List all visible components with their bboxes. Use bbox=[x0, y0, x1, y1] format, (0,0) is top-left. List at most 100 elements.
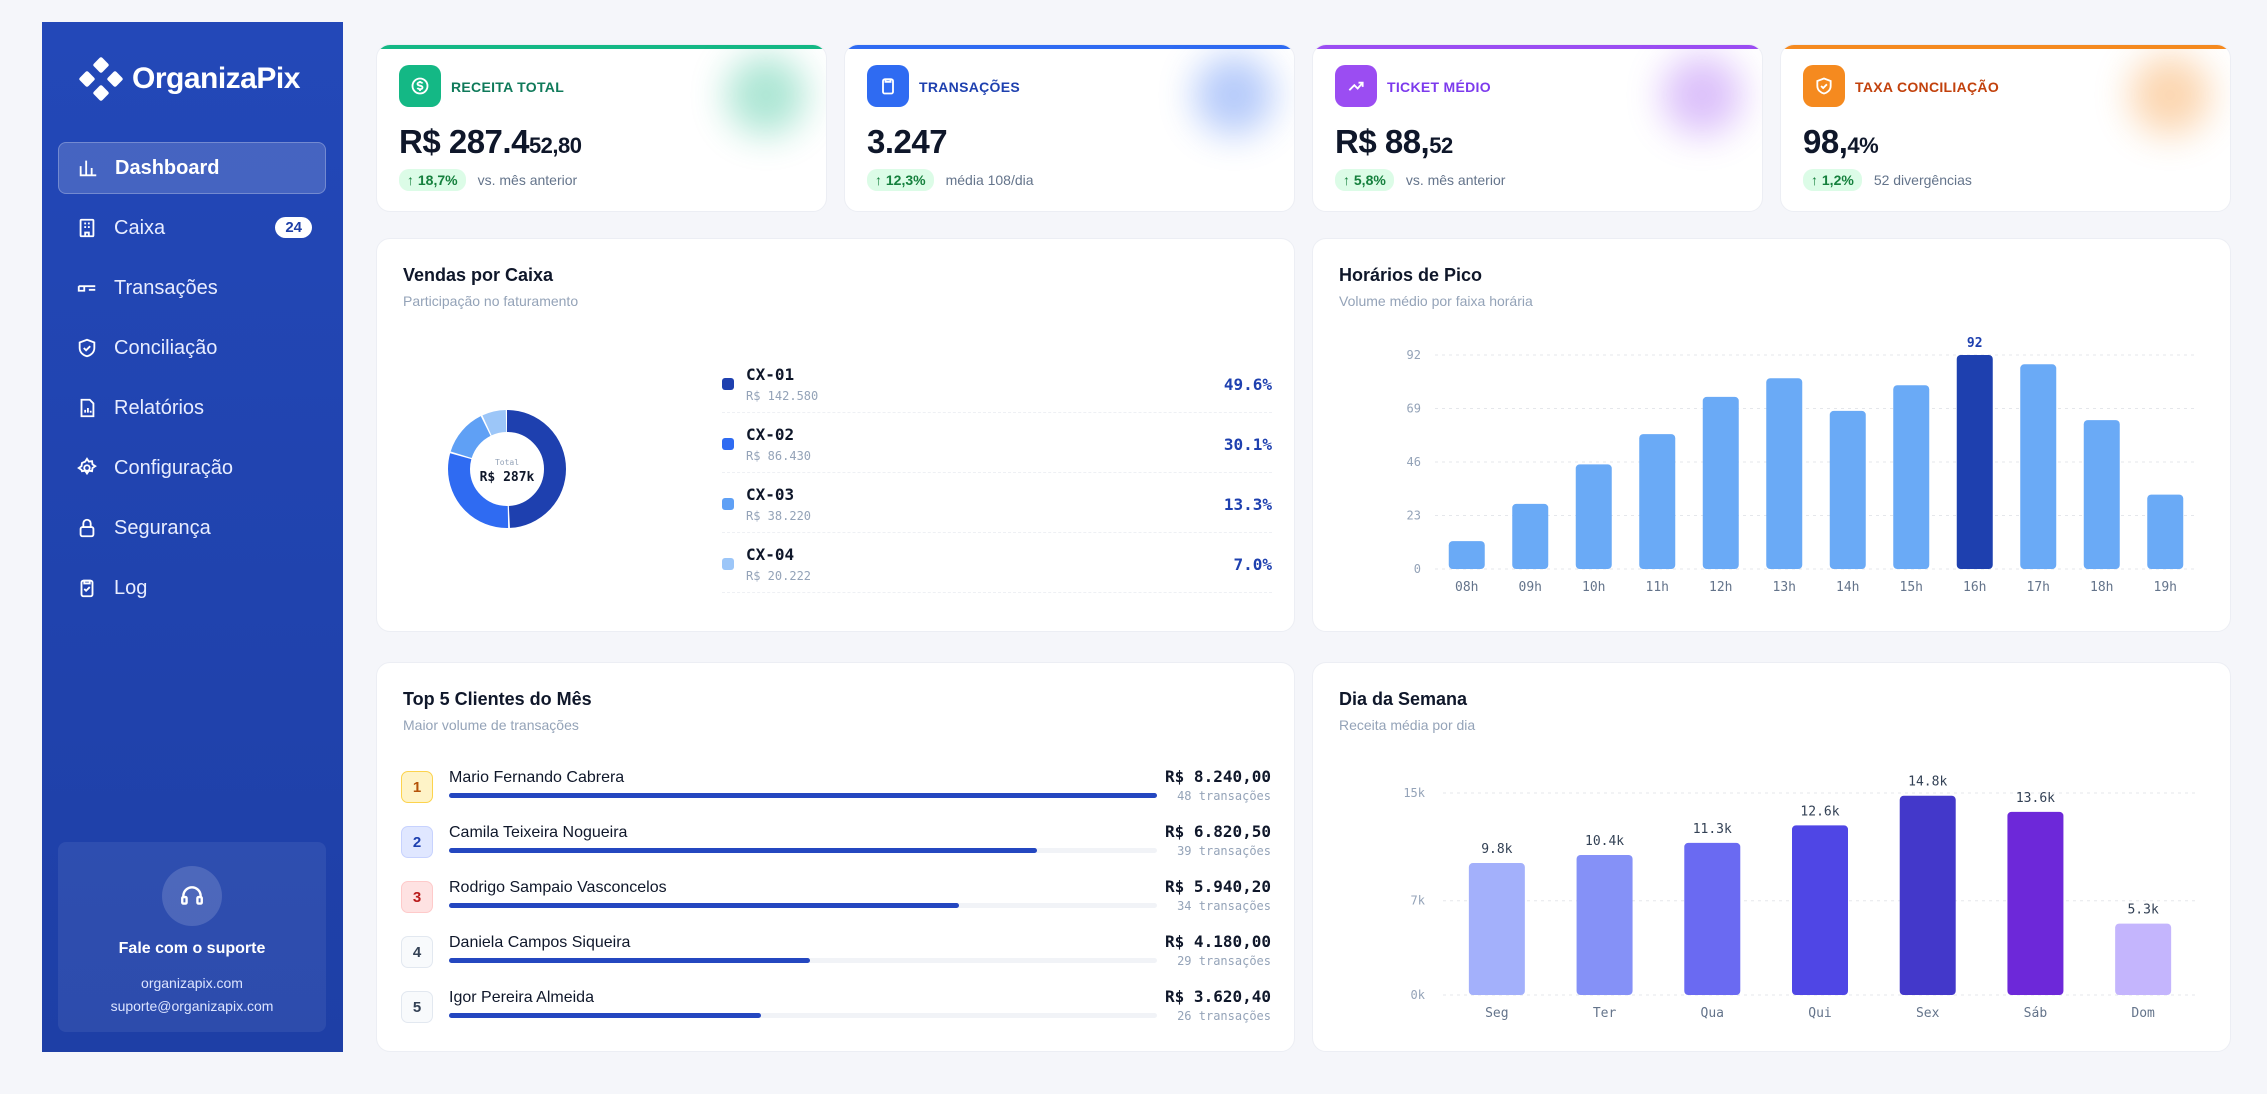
kpi-note: vs. mês anterior bbox=[1405, 172, 1506, 188]
brand[interactable]: OrganizaPix bbox=[78, 54, 300, 104]
support-card[interactable]: Fale com o suporte organizapix.com supor… bbox=[58, 842, 326, 1032]
rank-badge: 4 bbox=[401, 936, 433, 968]
bar-Seg[interactable] bbox=[1468, 863, 1525, 995]
y-tick-label: 92 bbox=[1407, 348, 1421, 362]
legend-row[interactable]: CX-02 R$ 86.430 30.1% bbox=[722, 413, 1272, 473]
bar-Ter[interactable] bbox=[1576, 854, 1633, 995]
bar-15h[interactable] bbox=[1893, 385, 1930, 569]
y-tick-label: 69 bbox=[1407, 402, 1421, 416]
bar-Dom[interactable] bbox=[2115, 923, 2172, 995]
client-name: Daniela Campos Siqueira bbox=[449, 934, 631, 951]
legend-row[interactable]: CX-03 R$ 38.220 13.3% bbox=[722, 473, 1272, 533]
x-tick-label: Qui bbox=[1808, 1006, 1831, 1021]
bar-Sáb[interactable] bbox=[2007, 811, 2064, 995]
sidebar-item-configuracao[interactable]: Configuração bbox=[58, 442, 326, 494]
dollar-icon bbox=[399, 65, 441, 107]
bar-13h[interactable] bbox=[1766, 378, 1803, 569]
client-row[interactable]: 5 Igor Pereira Almeida R$ 3.620,40 26 trans… bbox=[401, 987, 1271, 1037]
app-root: OrganizaPix Dashboard Caixa 24 Transaçõe… bbox=[42, 22, 2242, 1052]
client-name: Igor Pereira Almeida bbox=[449, 989, 594, 1006]
kpi-note: 52 divergências bbox=[1873, 172, 1972, 188]
bar-value-label: 13.6k bbox=[2016, 791, 2055, 806]
client-row[interactable]: 4 Daniela Campos Siqueira R$ 4.180,00 29 tr… bbox=[401, 932, 1271, 982]
x-tick-label: Seg bbox=[1485, 1006, 1508, 1021]
client-progress-fill bbox=[449, 848, 1037, 853]
kpi-delta: ↑ 1,2% bbox=[1803, 169, 1862, 191]
bar-value-label: 14.8k bbox=[1908, 775, 1947, 790]
kpi-delta: ↑ 5,8% bbox=[1335, 169, 1394, 191]
sidebar-item-caixa[interactable]: Caixa 24 bbox=[58, 202, 326, 254]
x-tick-label: 14h bbox=[1836, 580, 1859, 595]
legend-swatch bbox=[722, 438, 734, 450]
panel-subtitle: Volume médio por faixa horária bbox=[1339, 293, 1533, 309]
bar-09h[interactable] bbox=[1512, 503, 1549, 569]
bar-19h[interactable] bbox=[2147, 494, 2184, 569]
legend-row[interactable]: CX-01 R$ 142.580 49.6% bbox=[722, 353, 1272, 413]
sidebar-item-relatorios[interactable]: Relatórios bbox=[58, 382, 326, 434]
panel-top-clientes: Top 5 Clientes do Mês Maior volume de tr… bbox=[376, 662, 1295, 1052]
bar-16h[interactable] bbox=[1956, 355, 1993, 569]
bar-08h[interactable] bbox=[1448, 541, 1485, 569]
sidebar-item-transacoes[interactable]: Transações bbox=[58, 262, 326, 314]
bar-18h[interactable] bbox=[2083, 420, 2120, 569]
donut-slice-cx-02[interactable] bbox=[448, 410, 566, 528]
donut-slice-cx-01[interactable] bbox=[448, 410, 566, 528]
client-progress-track bbox=[449, 793, 1157, 798]
sidebar: OrganizaPix Dashboard Caixa 24 Transaçõe… bbox=[42, 22, 343, 1052]
gear-icon bbox=[77, 457, 97, 476]
bar-chart-icon bbox=[79, 160, 97, 177]
kpi-label: TRANSAÇÕES bbox=[919, 79, 1021, 95]
client-row[interactable]: 1 Mario Fernando Cabrera R$ 8.240,00 48 tra… bbox=[401, 767, 1271, 817]
client-row[interactable]: 3 Rodrigo Sampaio Vasconcelos R$ 5.940,20 3… bbox=[401, 877, 1271, 927]
report-icon bbox=[80, 398, 95, 418]
client-amount: R$ 4.180,00 bbox=[1165, 932, 1271, 951]
panel-vendas-por-caixa: Vendas por Caixa Participação no faturam… bbox=[376, 238, 1295, 632]
sidebar-nav: Dashboard Caixa 24 Transações Conciliaçã… bbox=[58, 142, 326, 622]
donut-chart: Total R$ 287k bbox=[448, 410, 566, 528]
headset-icon bbox=[162, 866, 222, 926]
sidebar-item-dashboard[interactable]: Dashboard bbox=[58, 142, 326, 194]
support-title: Fale com o suporte bbox=[118, 940, 266, 957]
rank-badge: 3 bbox=[401, 881, 433, 913]
y-tick-label: 46 bbox=[1407, 455, 1421, 469]
trending-up-icon bbox=[1335, 65, 1377, 107]
bar-value-label: 92 bbox=[1967, 336, 1983, 351]
sidebar-item-log[interactable]: Log bbox=[58, 562, 326, 614]
rank-badge: 2 bbox=[401, 826, 433, 858]
panel-title: Top 5 Clientes do Mês bbox=[403, 689, 592, 709]
client-amount: R$ 8.240,00 bbox=[1165, 767, 1271, 786]
sidebar-item-label: Log bbox=[114, 576, 148, 599]
bar-value-label: 11.3k bbox=[1693, 822, 1732, 837]
client-name: Rodrigo Sampaio Vasconcelos bbox=[449, 879, 667, 896]
legend-percent: 30.1% bbox=[1223, 435, 1272, 454]
support-email[interactable]: suporte@organizapix.com bbox=[110, 998, 274, 1014]
legend-name: CX-03 bbox=[746, 485, 795, 504]
client-transactions: 48 transações bbox=[1177, 789, 1271, 803]
client-progress-track bbox=[449, 1013, 1157, 1018]
y-tick-label: 7k bbox=[1411, 894, 1426, 908]
bar-value-label: 5.3k bbox=[2127, 903, 2158, 918]
sidebar-item-seguranca[interactable]: Segurança bbox=[58, 502, 326, 554]
x-tick-label: 18h bbox=[2090, 580, 2113, 595]
legend-swatch bbox=[722, 558, 734, 570]
bar-11h[interactable] bbox=[1639, 434, 1676, 569]
x-tick-label: 19h bbox=[2154, 580, 2177, 595]
x-tick-label: Qua bbox=[1701, 1006, 1724, 1021]
kpi-value: R$ 88,52 bbox=[1335, 123, 1453, 160]
bar-Sex[interactable] bbox=[1899, 795, 1956, 995]
legend-row[interactable]: CX-04 R$ 20.222 7.0% bbox=[722, 533, 1272, 593]
kpi-label: TAXA CONCILIAÇÃO bbox=[1855, 79, 2000, 95]
client-row[interactable]: 2 Camila Teixeira Nogueira R$ 6.820,50 39 t… bbox=[401, 822, 1271, 872]
bar-Qui[interactable] bbox=[1792, 825, 1848, 995]
bar-12h[interactable] bbox=[1702, 396, 1739, 569]
x-tick-label: 11h bbox=[1646, 580, 1669, 595]
bar-14h[interactable] bbox=[1829, 410, 1866, 569]
bar-value-label: 12.6k bbox=[1800, 804, 1839, 819]
bar-17h[interactable] bbox=[2020, 364, 2057, 569]
bar-Qua[interactable] bbox=[1684, 842, 1741, 995]
support-site[interactable]: organizapix.com bbox=[141, 975, 243, 991]
bar-10h[interactable] bbox=[1575, 464, 1612, 569]
sidebar-item-conciliacao[interactable]: Conciliação bbox=[58, 322, 326, 374]
client-transactions: 34 transações bbox=[1177, 899, 1271, 913]
bar-value-label: 9.8k bbox=[1481, 842, 1512, 857]
